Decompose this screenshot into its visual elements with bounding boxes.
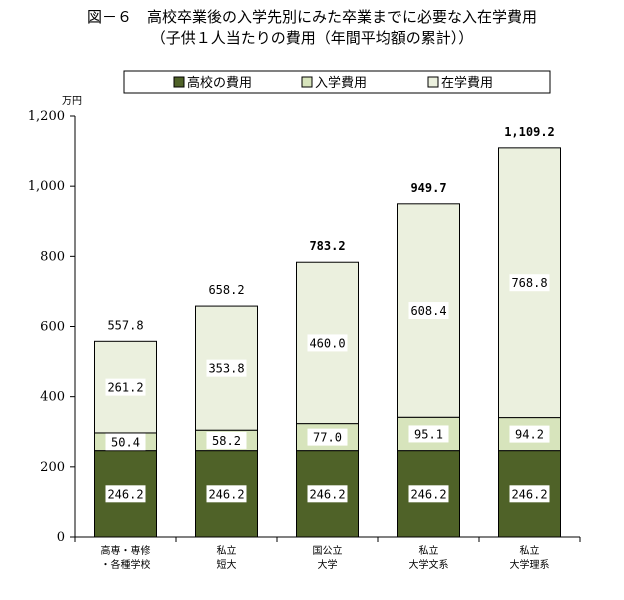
data-label-box xyxy=(408,425,449,443)
chart-subtitle: （子供１人当たりの費用（年間平均額の累計）） xyxy=(150,29,474,47)
total-label: 783.2 xyxy=(309,239,345,253)
y-tick-label: 600 xyxy=(40,320,65,335)
y-tick-label: 1,200 xyxy=(28,109,65,124)
legend-label: 在学費用 xyxy=(441,75,493,91)
x-tick-label: 短大 xyxy=(217,558,237,571)
data-label-box xyxy=(307,485,348,503)
data-label: 261.2 xyxy=(107,381,143,395)
data-label-box xyxy=(509,425,550,443)
total-label: 557.8 xyxy=(107,318,143,332)
data-label-box xyxy=(408,485,449,503)
y-tick-label: 1,000 xyxy=(28,179,65,194)
data-label-box xyxy=(509,485,550,503)
data-label: 246.2 xyxy=(208,487,244,501)
data-label: 246.2 xyxy=(410,487,446,501)
total-label: 949.7 xyxy=(410,181,446,195)
y-tick-label: 800 xyxy=(40,249,65,264)
data-label: 608.4 xyxy=(410,304,446,318)
x-tick-label: 私立 xyxy=(520,544,540,557)
x-tick-label: 大学 xyxy=(318,558,338,571)
data-label: 460.0 xyxy=(309,336,345,350)
x-tick-label: ・各種学校 xyxy=(101,558,151,571)
data-label: 94.2 xyxy=(515,428,544,442)
legend-label: 高校の費用 xyxy=(187,75,252,91)
data-label-box xyxy=(105,485,146,503)
data-label-box xyxy=(408,302,449,320)
data-label: 768.8 xyxy=(511,276,547,290)
x-tick-label: 大学文系 xyxy=(409,558,449,571)
data-label-box xyxy=(105,378,146,396)
data-label: 50.4 xyxy=(111,435,140,449)
legend-swatch xyxy=(173,76,185,88)
x-tick-label: 高専・専修 xyxy=(101,544,151,557)
x-tick-label: 私立 xyxy=(217,544,237,557)
data-label: 246.2 xyxy=(107,487,143,501)
x-tick-label: 私立 xyxy=(419,544,439,557)
data-label: 353.8 xyxy=(208,362,244,376)
chart-title: 図－６ 高校卒業後の入学先別にみた卒業までに必要な入在学費用 xyxy=(86,8,537,26)
data-label-box xyxy=(206,485,247,503)
legend-label: 入学費用 xyxy=(315,75,367,91)
data-label-box xyxy=(509,274,550,292)
data-label: 77.0 xyxy=(313,431,342,445)
data-label: 246.2 xyxy=(511,487,547,501)
y-tick-label: 0 xyxy=(57,530,65,545)
data-label: 246.2 xyxy=(309,487,345,501)
y-unit-label: 万円 xyxy=(62,96,82,107)
y-tick-label: 400 xyxy=(40,390,65,405)
total-label: 1,109.2 xyxy=(504,125,555,139)
data-label: 58.2 xyxy=(212,434,241,448)
data-label-box xyxy=(206,359,247,377)
data-label-box xyxy=(105,433,146,451)
x-tick-label: 大学理系 xyxy=(510,558,550,571)
y-tick-label: 200 xyxy=(40,460,65,475)
total-label: 658.2 xyxy=(208,283,244,297)
data-label: 95.1 xyxy=(414,427,443,441)
data-label-box xyxy=(307,428,348,446)
legend-swatch xyxy=(427,76,439,88)
legend-swatch xyxy=(301,76,313,88)
data-label-box xyxy=(206,431,247,449)
legend xyxy=(123,70,551,94)
data-label-box xyxy=(307,334,348,352)
x-tick-label: 国公立 xyxy=(313,544,343,557)
